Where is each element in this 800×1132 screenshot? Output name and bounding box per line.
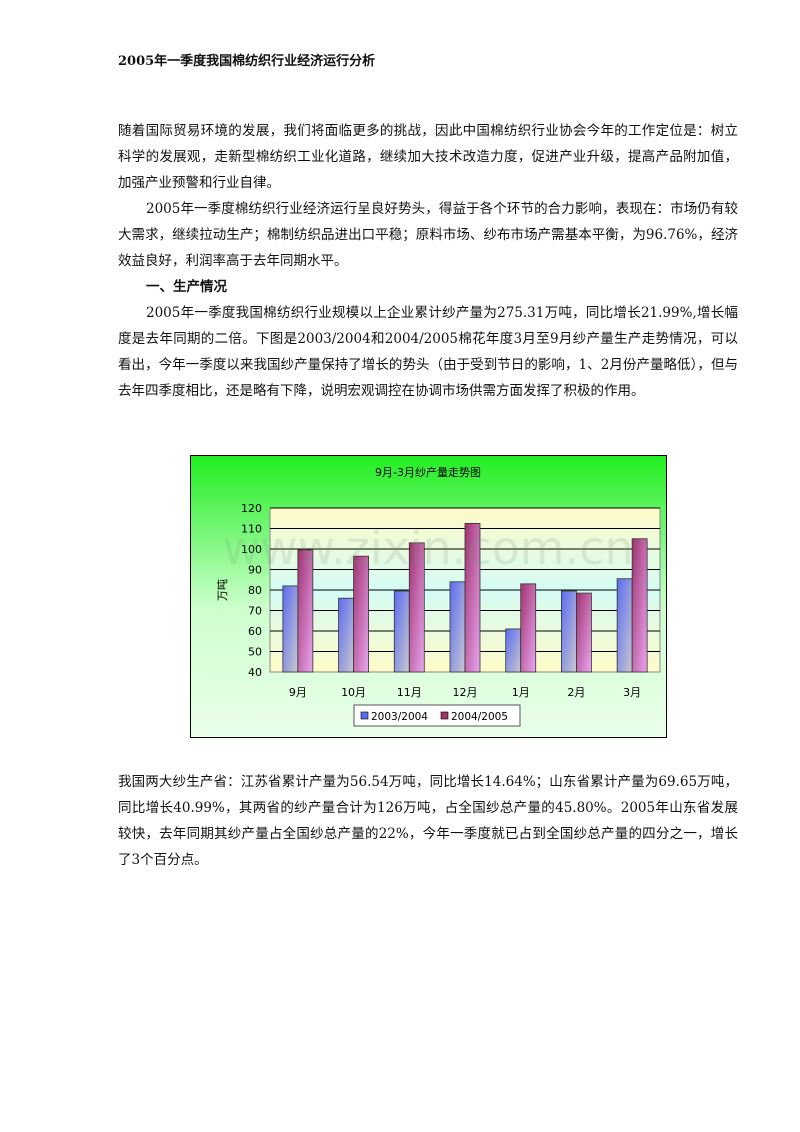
legend-swatch — [440, 711, 449, 720]
y-tick-label: 70 — [248, 605, 262, 618]
chart-svg: 9月-3月纱产量走势图 40 50 60 70 80 90 100 110 120 万吨 9月 10月 1… — [216, 465, 661, 727]
paragraph-3: 2005年一季度我国棉纺织行业规模以上企业累计纱产量为275.31万吨，同比增长… — [118, 305, 738, 399]
legend-label: 2004/2005 — [451, 711, 508, 723]
body-bottom: 我国两大纱生产省：江苏省累计产量为56.54万吨，同比增长14.64%；山东省累… — [118, 769, 738, 873]
bar-2004/2005-3月 — [631, 538, 648, 673]
y-tick-label: 60 — [248, 625, 262, 638]
legend-label: 2003/2004 — [371, 711, 428, 723]
x-tick-label: 1月 — [512, 686, 530, 699]
x-tick-label: 3月 — [623, 686, 641, 699]
paragraph-2: 2005年一季度棉纺织行业经济运行呈良好势头，得益于各个环节的合力影响，表现在：… — [118, 201, 738, 269]
y-tick-label: 80 — [248, 584, 262, 597]
y-tick-label: 50 — [248, 646, 262, 659]
bar-2003/2004-12月 — [449, 581, 466, 673]
y-tick-label: 120 — [241, 502, 262, 515]
y-tick-label: 90 — [248, 564, 262, 577]
x-tick-label: 10月 — [341, 686, 366, 699]
chart: 9月-3月纱产量走势图 40 50 60 70 80 90 100 110 120 万吨 9月 10月 1… — [190, 455, 667, 738]
section-heading: 一、生产情况 — [146, 279, 227, 295]
paragraph-1: 随着国际贸易环境的发展，我们将面临更多的挑战，因此中国棉纺织行业协会今年的工作定… — [118, 123, 738, 191]
bar-2003/2004-9月 — [282, 585, 299, 673]
y-tick-label: 100 — [241, 543, 262, 556]
bar-2003/2004-11月 — [393, 590, 410, 673]
legend-box — [353, 704, 521, 727]
document-title: 2005年一季度我国棉纺织行业经济运行分析 — [118, 54, 376, 69]
bar-2004/2005-9月 — [297, 549, 314, 673]
y-tick-label: 110 — [241, 523, 262, 536]
x-tick-label: 2月 — [567, 686, 585, 699]
paragraph-4: 我国两大纱生产省：江苏省累计产量为56.54万吨，同比增长14.64%；山东省累… — [118, 774, 738, 868]
bar-2004/2005-10月 — [353, 555, 369, 673]
y-tick-label: 40 — [248, 666, 262, 679]
bar-2003/2004-2月 — [561, 590, 577, 673]
bar-2003/2004-3月 — [616, 578, 633, 673]
watermark: www.zixin.com.cn — [222, 521, 633, 575]
x-tick-label: 12月 — [453, 686, 478, 699]
body-top: 随着国际贸易环境的发展，我们将面临更多的挑战，因此中国棉纺织行业协会今年的工作定… — [118, 118, 738, 404]
y-axis-label: 万吨 — [216, 579, 229, 601]
bar-2003/2004-1月 — [505, 628, 522, 673]
legend-swatch — [360, 711, 369, 720]
x-tick-label: 11月 — [397, 686, 422, 699]
bar-2003/2004-10月 — [338, 597, 354, 673]
bar-2004/2005-11月 — [408, 542, 425, 673]
chart-title: 9月-3月纱产量走势图 — [375, 465, 481, 479]
bar-2004/2005-1月 — [520, 583, 537, 673]
x-tick-label: 9月 — [289, 686, 307, 699]
bar-2004/2005-12月 — [464, 522, 481, 673]
bar-2004/2005-2月 — [576, 592, 592, 673]
